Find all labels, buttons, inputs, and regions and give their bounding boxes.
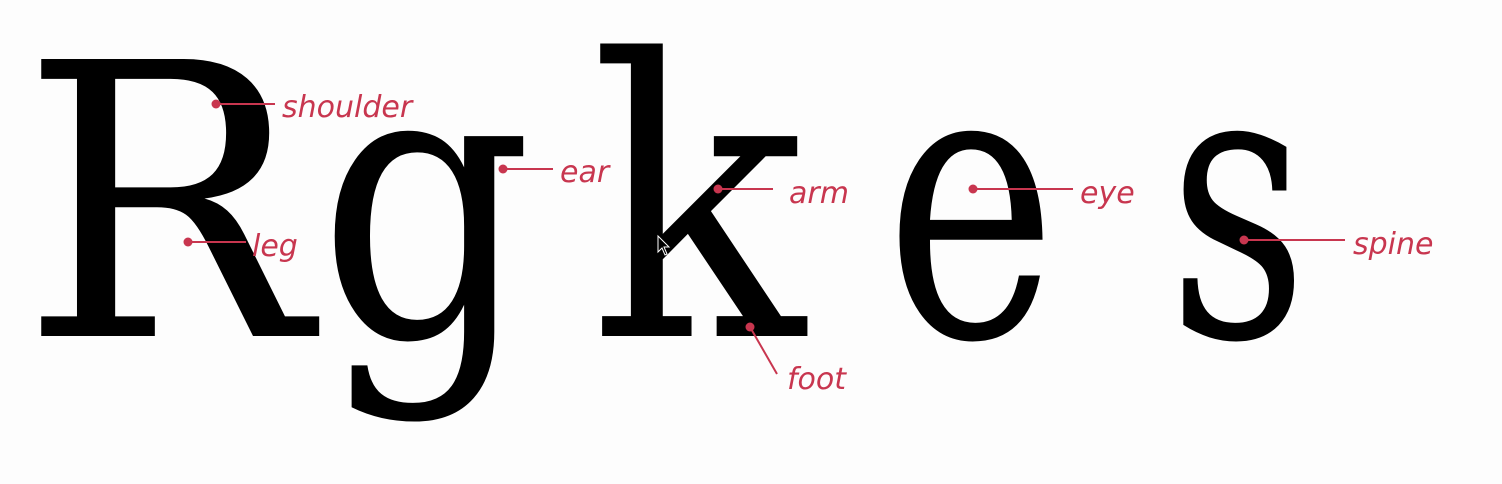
- foot-label: foot: [787, 362, 847, 397]
- letter-k: k: [590, 0, 812, 427]
- mouse-pointer-icon: [657, 234, 671, 256]
- letter-g: g: [318, 0, 533, 427]
- letter-e: e: [885, 0, 1057, 427]
- letter-s: s: [1168, 0, 1308, 427]
- spine-marker-dot: [1239, 235, 1249, 245]
- leg-label: leg: [252, 229, 298, 264]
- foot-marker-dot: [745, 322, 755, 332]
- shoulder-label: shoulder: [282, 90, 414, 125]
- arm-label: arm: [789, 176, 849, 211]
- foot-leader-line: [749, 326, 778, 375]
- annotation-leg: leg: [183, 229, 298, 264]
- leg-marker-dot: [183, 237, 193, 247]
- ear-label: ear: [560, 155, 611, 190]
- annotation-spine: spine: [1239, 227, 1433, 262]
- eye-marker-dot: [968, 184, 978, 194]
- letter-R: R: [20, 0, 321, 426]
- ear-marker-dot: [498, 164, 508, 174]
- arm-marker-dot: [713, 184, 723, 194]
- annotation-eye: eye: [968, 176, 1135, 211]
- annotation-ear: ear: [498, 155, 611, 190]
- annotation-arm: arm: [713, 176, 849, 211]
- annotation-shoulder: shoulder: [211, 90, 414, 125]
- eye-label: eye: [1080, 176, 1135, 211]
- shoulder-marker-dot: [211, 99, 221, 109]
- annotation-foot: foot: [745, 322, 847, 397]
- spine-label: spine: [1353, 227, 1433, 262]
